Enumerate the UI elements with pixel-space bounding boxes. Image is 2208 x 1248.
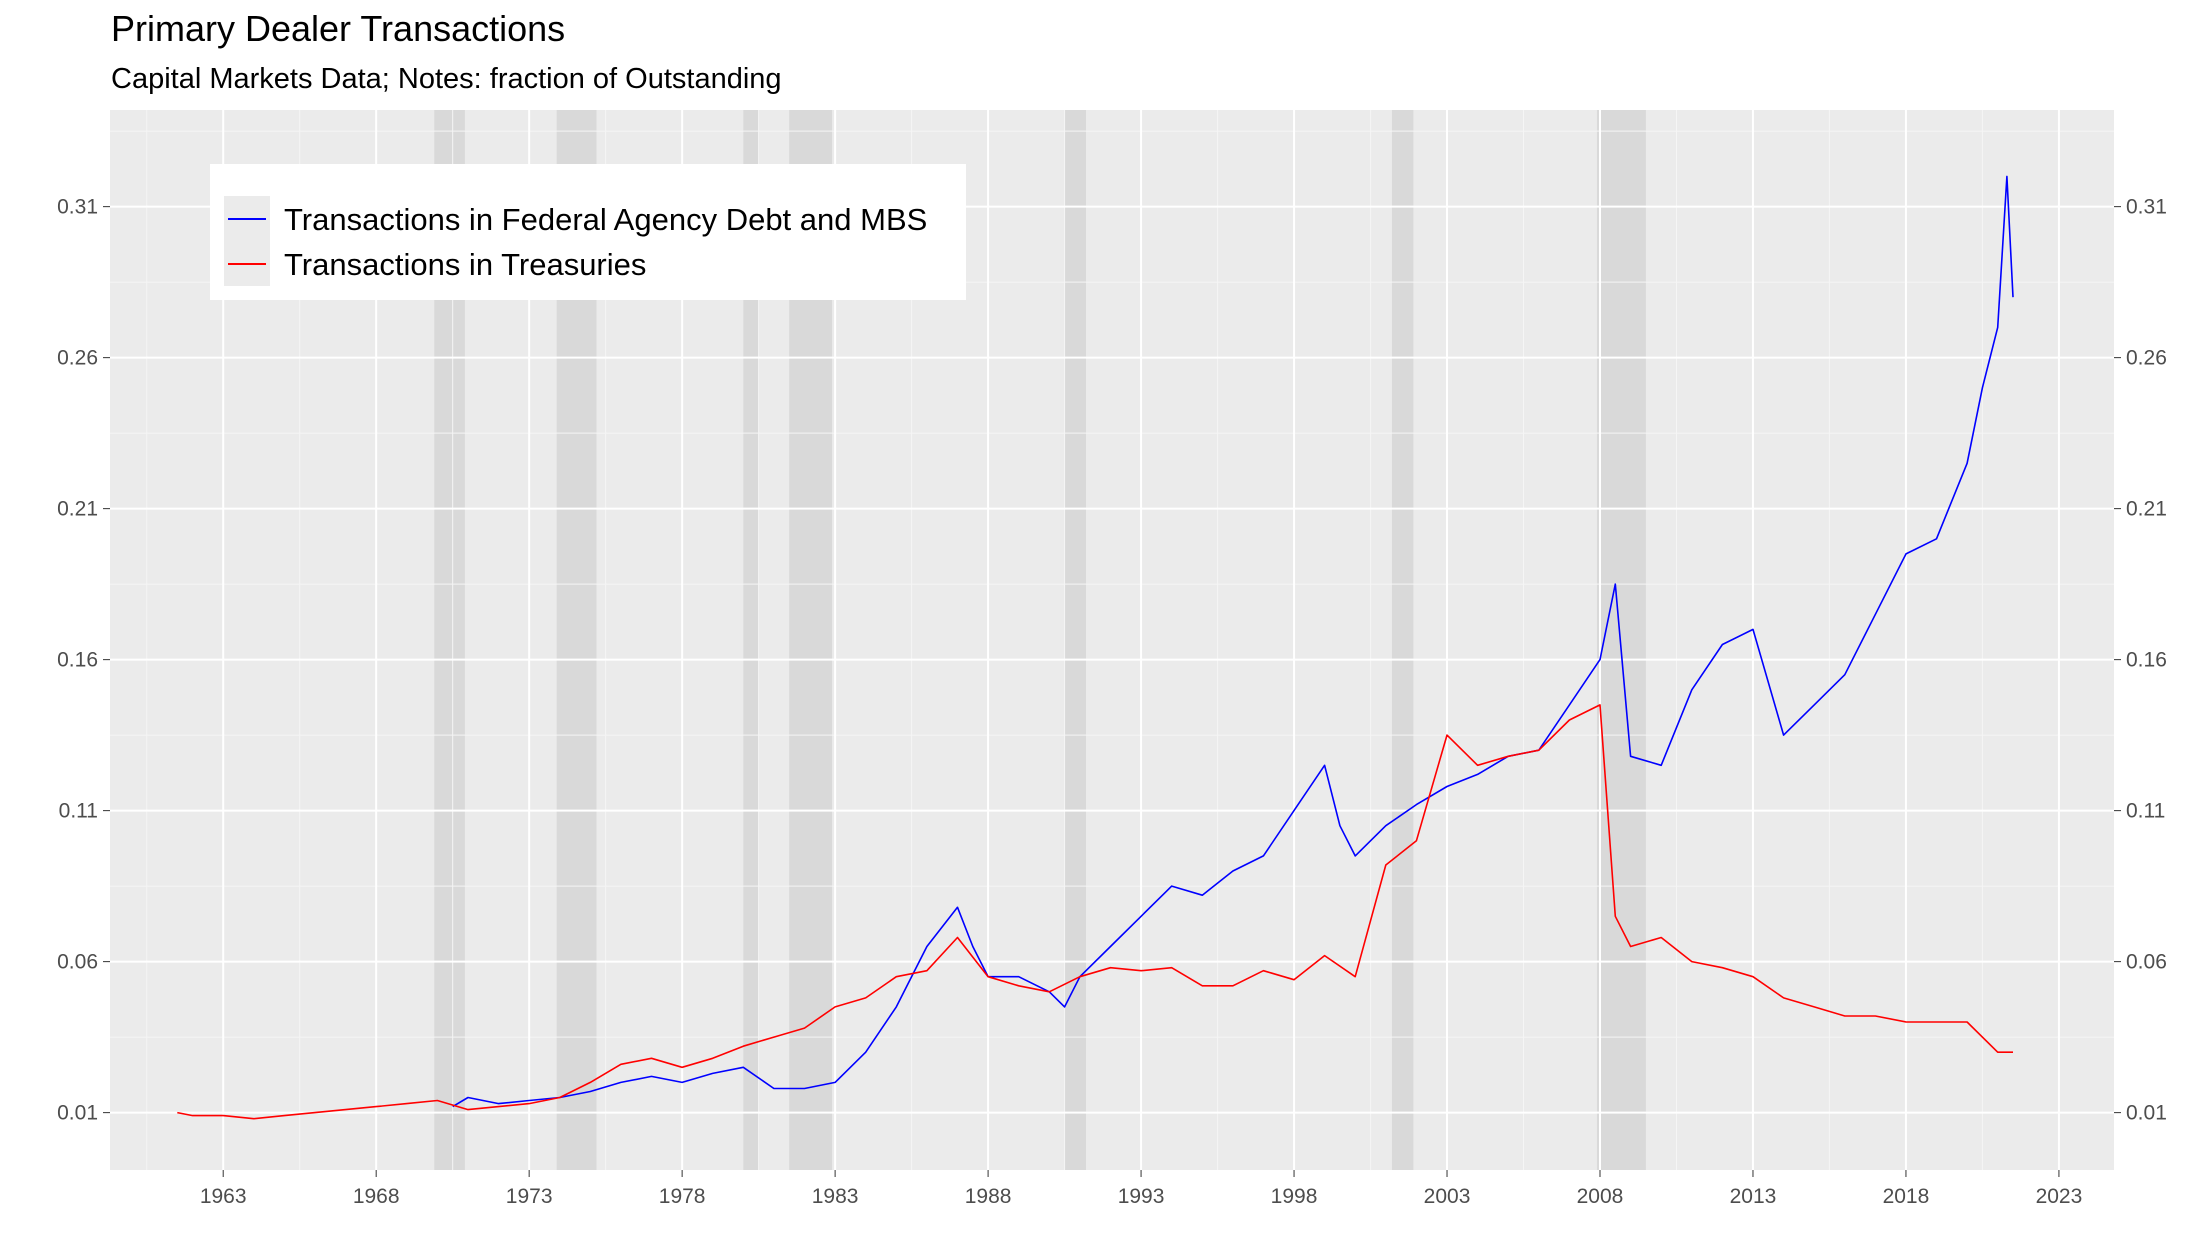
x-tick-label: 2018 bbox=[1883, 1185, 1930, 1208]
legend-label-treasuries: Transactions in Treasuries bbox=[284, 247, 646, 282]
grid-lines bbox=[110, 110, 2114, 1170]
recession-band-5 bbox=[1391, 110, 1414, 1170]
y-tick-label-right: 0.21 bbox=[2126, 498, 2167, 521]
series-line-0 bbox=[452, 175, 2014, 1108]
x-tick-label: 2003 bbox=[1424, 1185, 1471, 1208]
y-tick-label-left: 0.11 bbox=[59, 800, 98, 823]
x-tick-label: 1998 bbox=[1271, 1185, 1318, 1208]
chart-subtitle: Capital Markets Data; Notes: fraction of… bbox=[111, 63, 782, 95]
series-lines bbox=[177, 175, 2014, 1120]
y-tick-label-left: 0.21 bbox=[57, 498, 98, 521]
x-tick-label: 1983 bbox=[812, 1185, 859, 1208]
x-tick-label: 1993 bbox=[1118, 1185, 1165, 1208]
series-line-1 bbox=[177, 704, 2013, 1120]
x-tick-label: 1978 bbox=[659, 1185, 706, 1208]
recession-band-2 bbox=[743, 110, 759, 1170]
x-tick-label: 2013 bbox=[1730, 1185, 1777, 1208]
legend-box bbox=[210, 164, 966, 300]
x-tick-label: 2008 bbox=[1577, 1185, 1624, 1208]
legend-label-agency: Transactions in Federal Agency Debt and … bbox=[284, 202, 927, 237]
y-tick-label-right: 0.11 bbox=[2126, 800, 2165, 823]
y-tick-label-right: 0.26 bbox=[2126, 347, 2167, 370]
axes: 1963 1968 1973 1978 1983 1988 1993 1998 2003 2008… bbox=[57, 196, 2167, 1208]
x-tick-label: 2023 bbox=[2036, 1185, 2083, 1208]
y-tick-label-left: 0.01 bbox=[57, 1102, 98, 1125]
legend: Transactions in Federal Agency Debt and … bbox=[210, 164, 966, 300]
y-tick-label-left: 0.06 bbox=[57, 951, 98, 974]
chart-title: Primary Dealer Transactions bbox=[111, 8, 566, 49]
y-tick-label-right: 0.16 bbox=[2126, 649, 2167, 672]
x-tick-label: 1963 bbox=[200, 1185, 247, 1208]
x-tick-label: 1973 bbox=[506, 1185, 553, 1208]
x-tick-label: 1988 bbox=[965, 1185, 1012, 1208]
y-tick-label-left: 0.16 bbox=[57, 649, 98, 672]
y-tick-label-left: 0.31 bbox=[57, 196, 98, 219]
x-tick-label: 1968 bbox=[353, 1185, 400, 1208]
y-tick-label-right: 0.01 bbox=[2126, 1102, 2167, 1125]
recession-band-6 bbox=[1596, 110, 1646, 1170]
y-tick-label-right: 0.31 bbox=[2126, 196, 2167, 219]
y-tick-label-left: 0.26 bbox=[57, 347, 98, 370]
y-tick-label-right: 0.06 bbox=[2126, 951, 2167, 974]
recession-band-4 bbox=[1064, 110, 1086, 1170]
